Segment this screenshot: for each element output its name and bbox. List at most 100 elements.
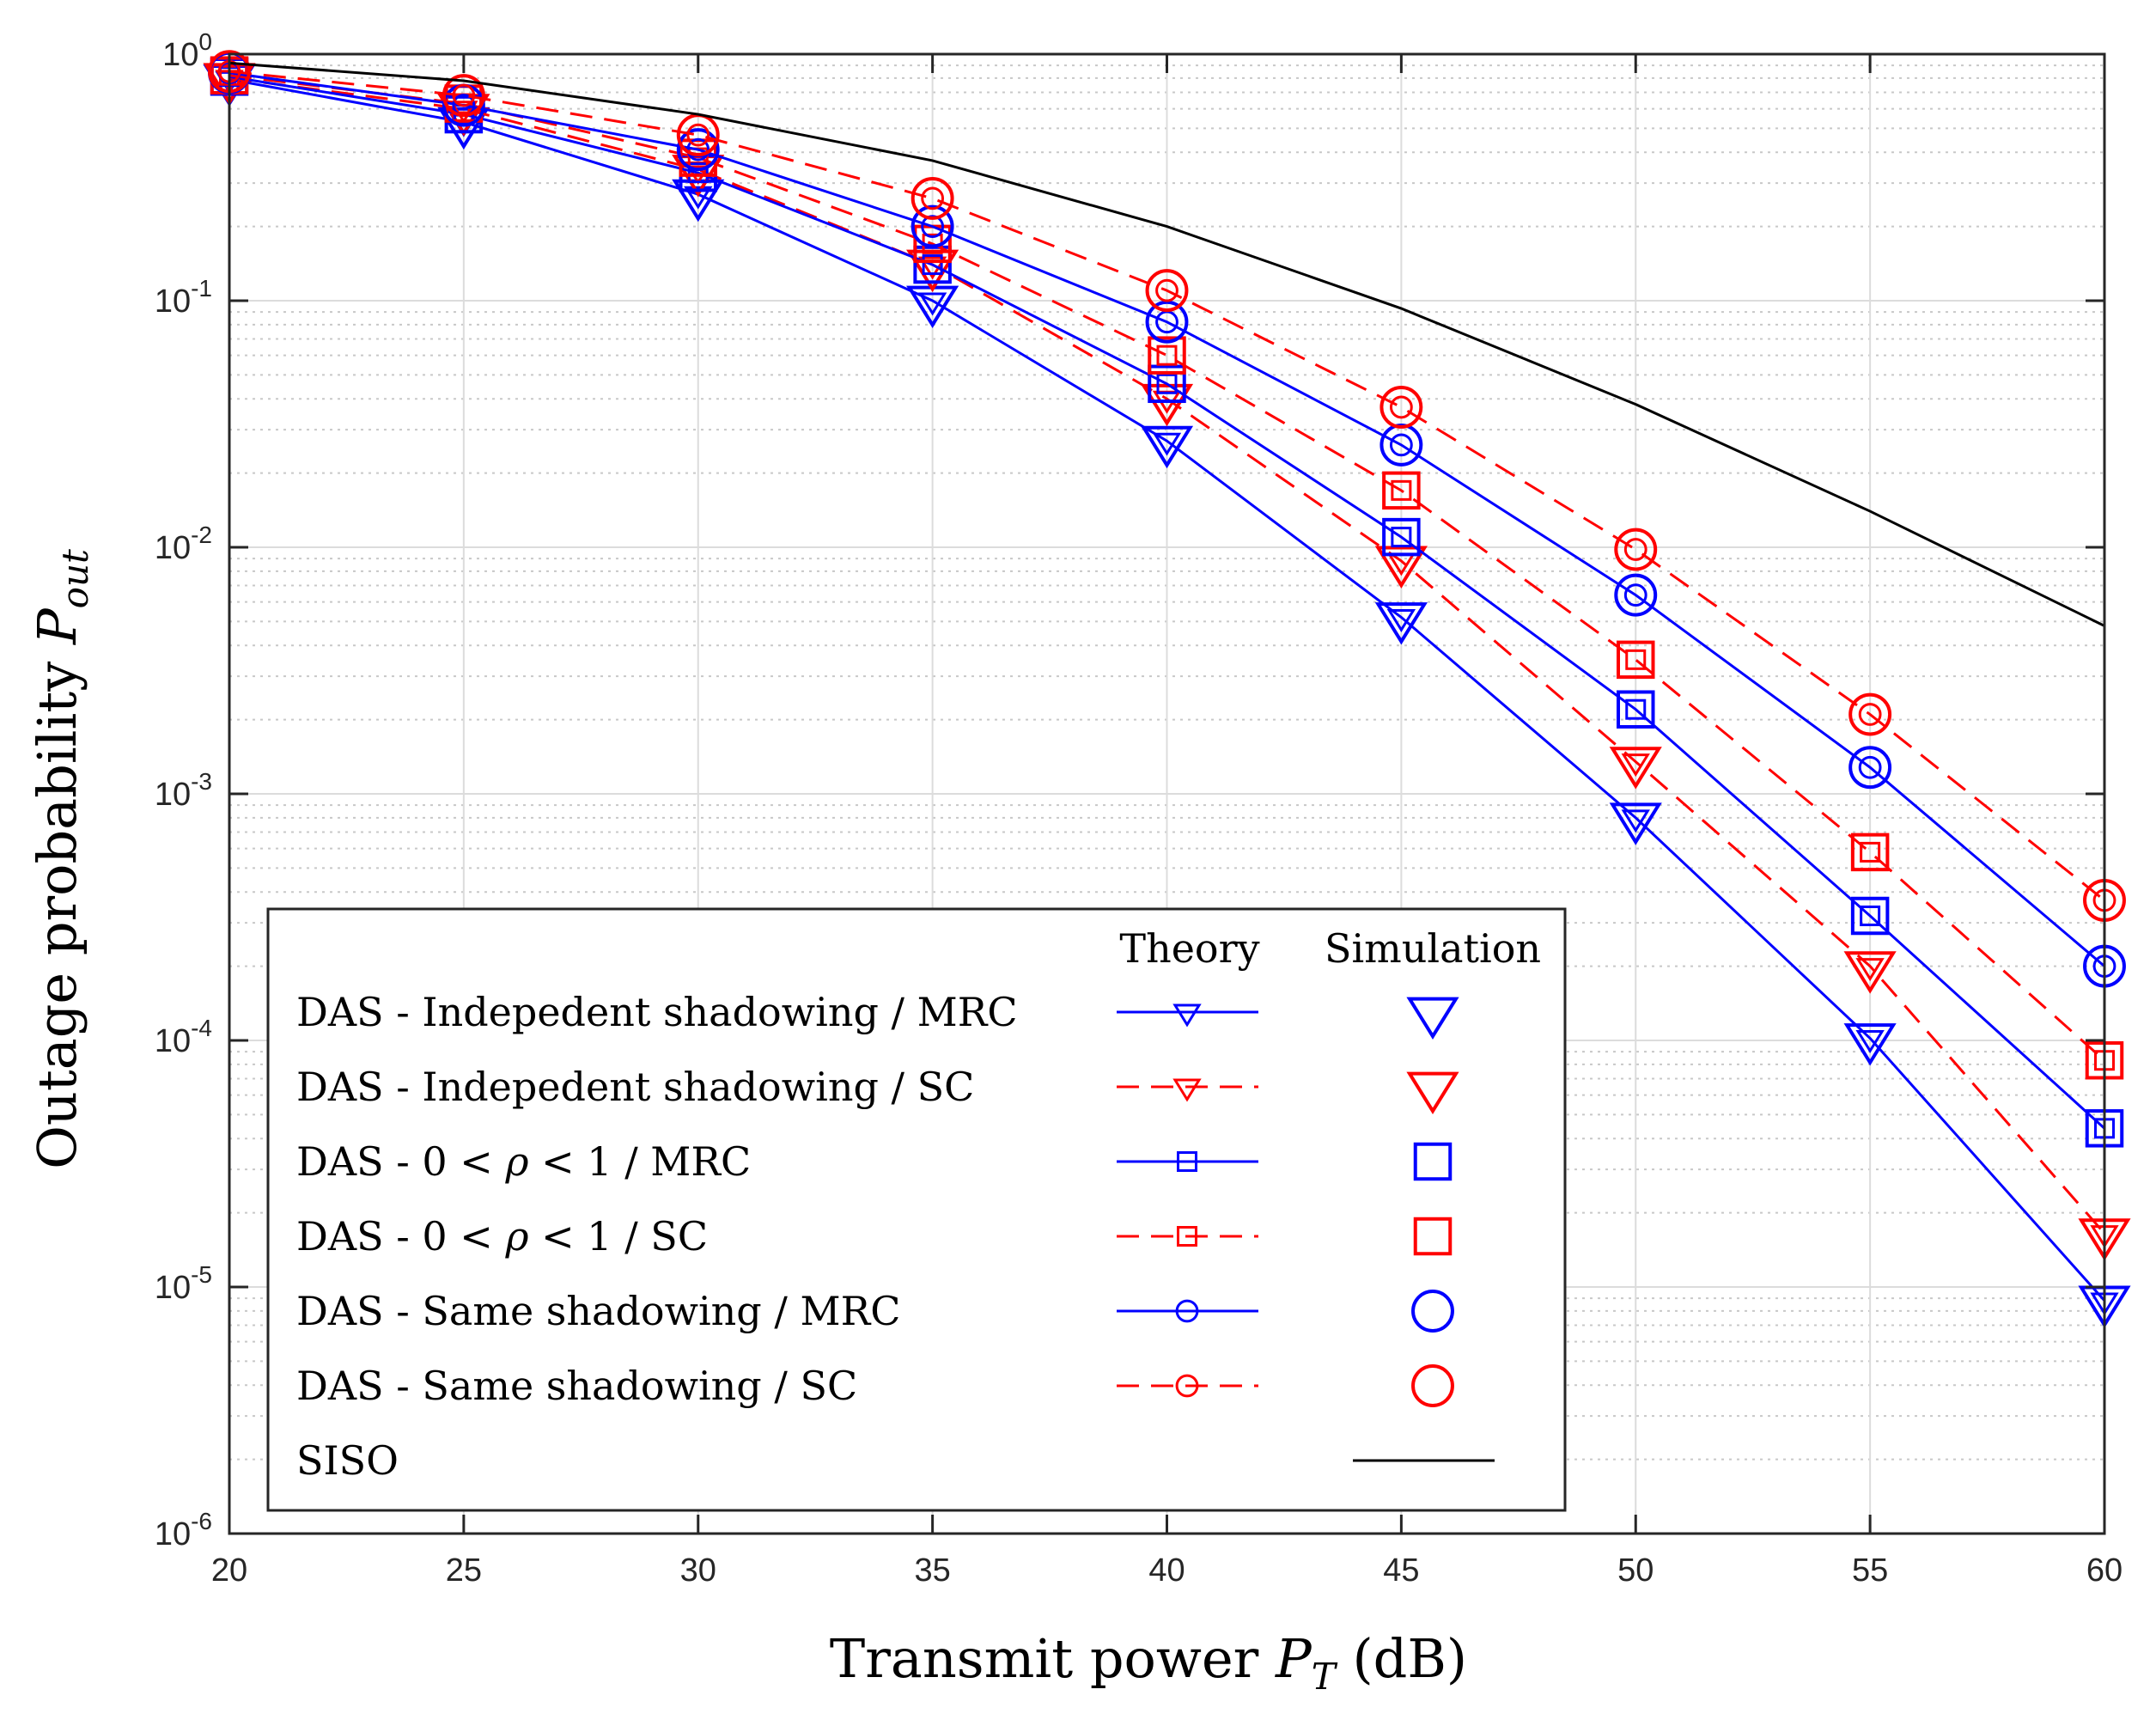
theory-point [686,137,710,162]
simulation-point [1382,517,1421,557]
y-tick-label: 10-6 [155,1508,212,1552]
legend: Theory Simulation DAS - Indepedent shado… [266,907,1567,1512]
simulation-point [1374,546,1428,589]
legend-theory-marker [1177,1151,1197,1172]
simulation-point [1382,471,1421,510]
theory-point [1391,527,1412,548]
legend-header-theory: Theory [1119,925,1259,972]
x-axis-title: Transmit power PT (dB) [830,1627,1467,1698]
y-axis-ticks: 100 10-1 10-2 10-3 10-4 10-5 10-6 [155,28,2104,1552]
theory-point [1155,278,1178,302]
legend-label: DAS - Same shadowing / SC [296,1363,857,1409]
simulation-point [676,128,720,172]
simulation-point [1843,1023,1897,1066]
theory-point [684,186,713,210]
simulation-point [1843,951,1897,994]
simulation-point [1609,802,1662,845]
x-tick-label: 30 [680,1552,716,1589]
simulation-point [1145,269,1189,313]
simulation-point [1148,336,1186,375]
x-tick-label: 25 [446,1552,482,1589]
legend-theory-marker [1177,1226,1197,1247]
simulation-point [1140,425,1194,469]
theory-point [1625,649,1647,670]
theory-point [1860,906,1881,927]
theory-point [1623,538,1647,561]
theory-point [1855,1030,1885,1054]
simulation-point [1379,385,1423,429]
legend-simulation-marker [1406,1071,1459,1115]
y-tick-label: 10-1 [155,275,212,320]
legend-simulation-marker [1406,997,1459,1040]
series-line [228,61,2105,627]
legend-simulation-marker [1411,1290,1454,1333]
x-tick-label: 45 [1383,1552,1419,1589]
simulation-point [1145,300,1189,344]
x-axis-ticks: 20 25 30 35 40 45 50 55 60 [211,54,2123,1589]
legend-label: DAS - Indepedent shadowing / MRC [296,989,1018,1035]
legend-label: DAS - Indepedent shadowing / SC [296,1064,974,1110]
legend-theory-marker [1172,1003,1202,1028]
legend-theory-marker [1175,1299,1199,1323]
simulation-point [437,107,490,150]
theory-point [1386,609,1416,632]
x-tick-label: 60 [2086,1552,2123,1589]
series-5 [208,50,2126,922]
x-tick-label: 35 [914,1552,950,1589]
legend-rows: DAS - Indepedent shadowing / MRC DAS - In… [296,989,1495,1484]
theory-point [1623,583,1647,607]
legend-simulation-marker [1413,1217,1453,1256]
simulation-point [1374,602,1428,645]
legend-theory-marker [1175,1374,1199,1398]
theory-point [686,123,710,147]
simulation-point [911,204,954,248]
series-line [228,76,2106,1235]
simulation-point [1848,746,1892,790]
theory-point [1858,703,1882,726]
theory-point [1389,395,1413,419]
legend-entry: SISO [296,1437,1495,1484]
legend-header-simulation: Simulation [1325,925,1541,972]
series-line [228,77,2106,1302]
series-line [228,70,2105,902]
legend-entry: DAS - 0 < ρ < 1 / MRC [296,1138,1453,1185]
simulation-point [1850,833,1890,872]
y-tick-label: 10-4 [155,1015,212,1059]
legend-label: DAS - 0 < ρ < 1 / MRC [296,1138,751,1185]
theory-point [1389,433,1413,457]
legend-label: DAS - 0 < ρ < 1 / SC [296,1213,708,1260]
theory-point [1858,755,1882,779]
series-line [228,71,2105,967]
x-tick-label: 55 [1852,1552,1888,1589]
simulation-point [1617,640,1655,680]
legend-simulation-marker [1411,1364,1454,1407]
theory-point [921,186,945,210]
simulation-point [1848,692,1892,736]
theory-point [1855,958,1885,982]
simulation-point [1614,573,1658,617]
theory-point [1625,698,1647,720]
legend-entry: DAS - Indepedent shadowing / SC [296,1064,1459,1115]
series-line [228,75,2106,1130]
theory-point [1860,841,1881,863]
simulation-point [1609,747,1662,790]
x-tick-label: 20 [211,1552,247,1589]
theory-point [1621,753,1650,778]
legend-entry: DAS - 0 < ρ < 1 / SC [296,1213,1453,1260]
theory-point [922,254,943,276]
y-tick-label: 100 [162,28,212,73]
simulation-point [911,176,954,220]
theory-point [687,162,709,184]
legend-entry: DAS - Same shadowing / MRC [296,1288,1454,1334]
simulation-point [1148,364,1186,404]
theory-point [1156,373,1178,394]
simulation-point [1617,690,1655,729]
legend-theory-marker [1172,1078,1202,1102]
y-tick-label: 10-2 [155,521,212,566]
simulation-point [442,74,485,118]
series-line [228,74,2105,1062]
y-tick-label: 10-5 [155,1261,212,1306]
legend-entry: DAS - Same shadowing / SC [296,1363,1454,1409]
x-tick-label: 40 [1148,1552,1185,1589]
